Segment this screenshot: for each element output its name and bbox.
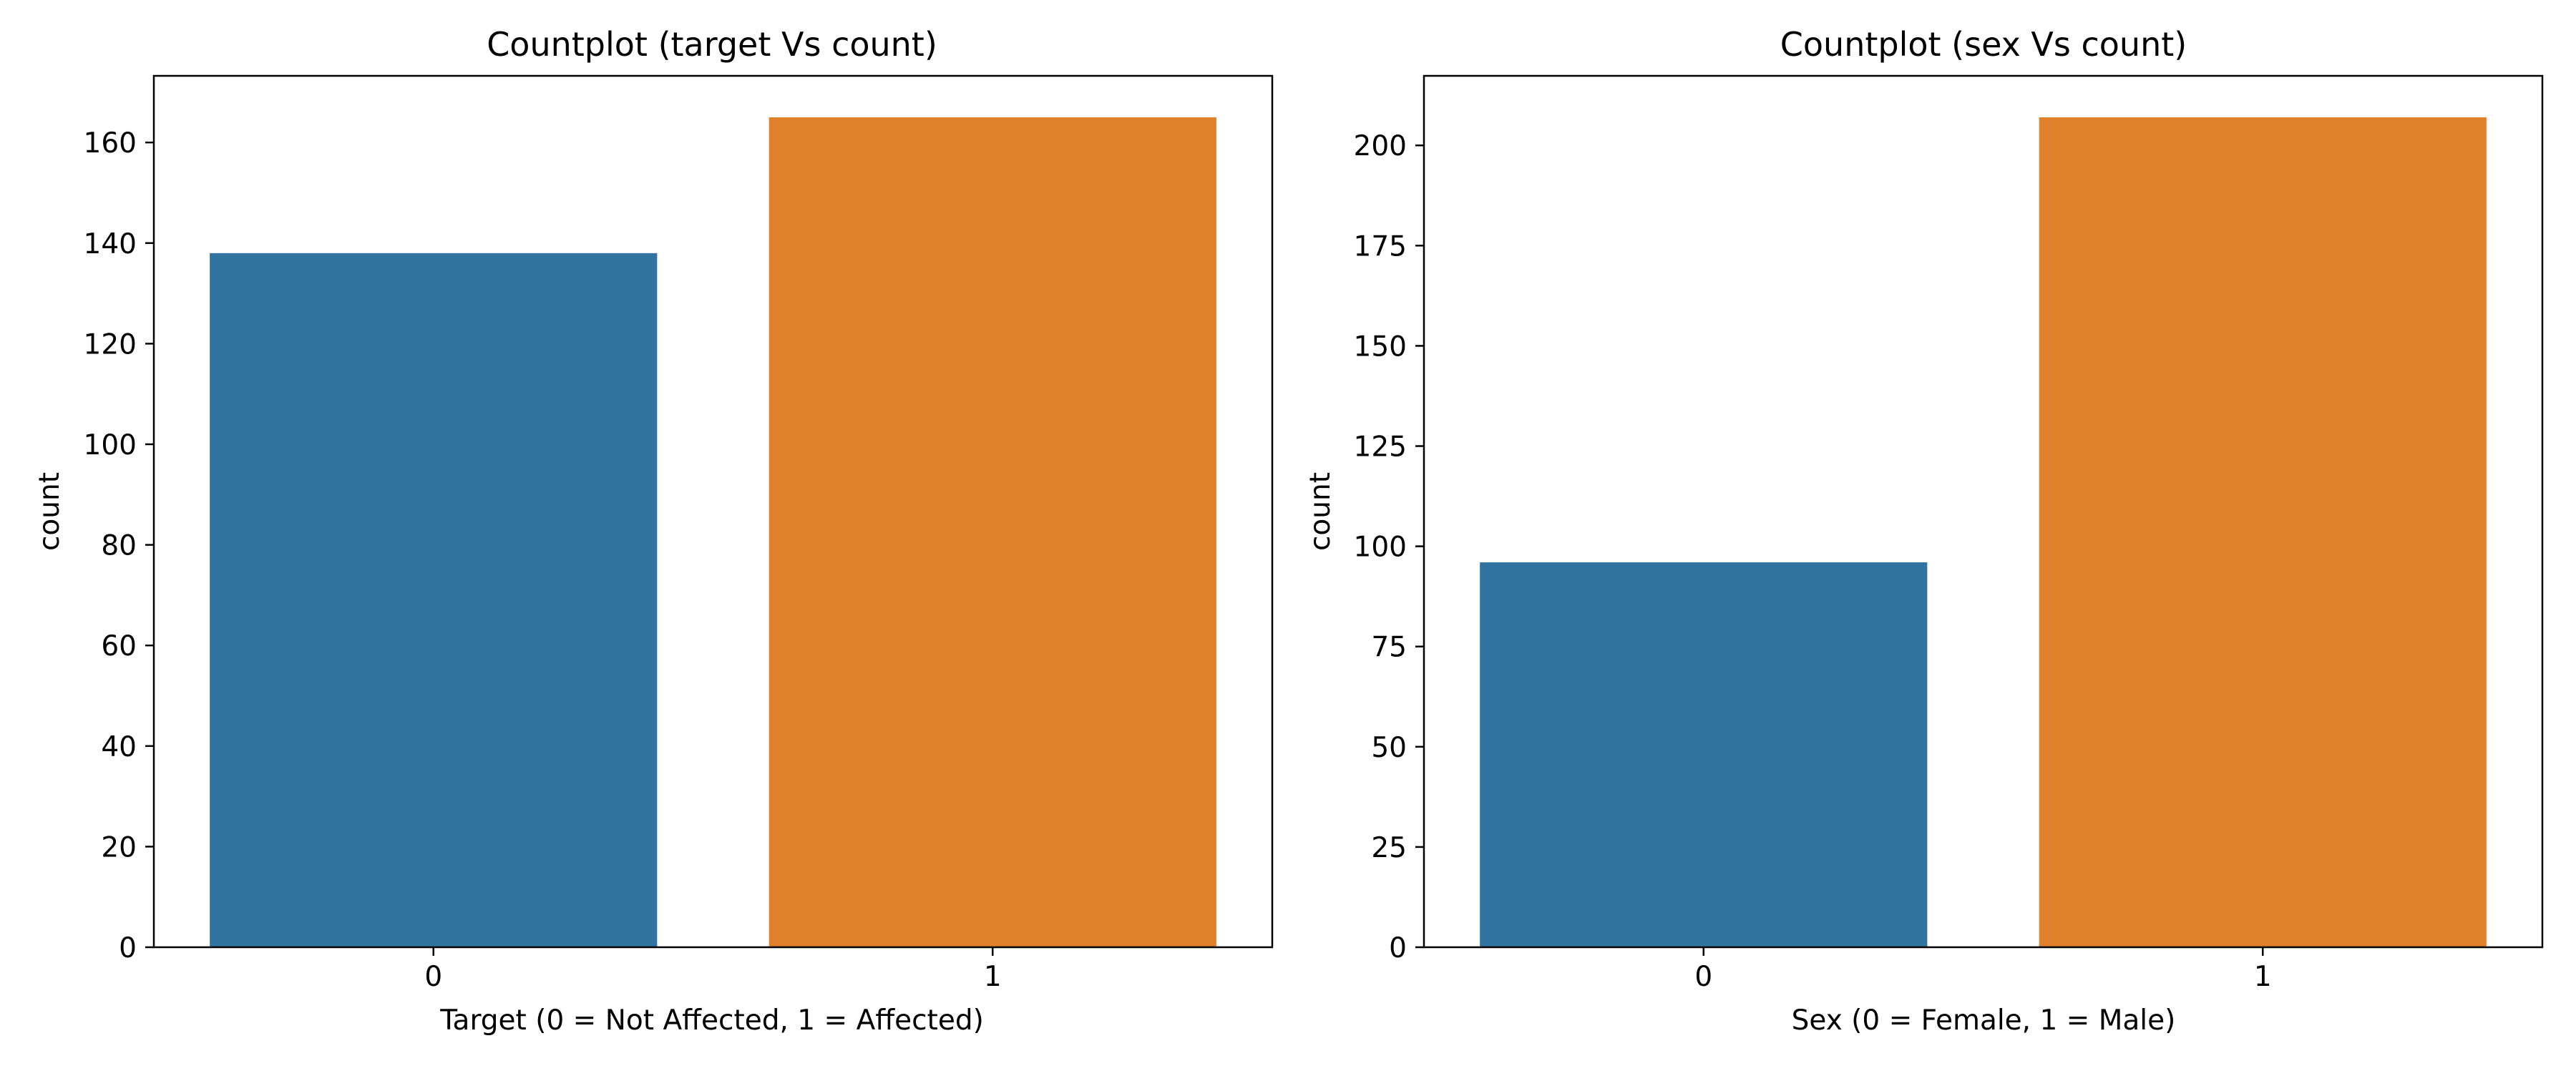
x-axis-label: Target (0 = Not Affected, 1 = Affected) [439, 1004, 984, 1037]
y-tick-label: 75 [1371, 632, 1407, 664]
x-tick-label: 0 [1694, 961, 1712, 993]
subplot-left: Countplot (target Vs count) 020406080100… [34, 25, 1274, 1037]
x-tick-label: 1 [984, 961, 1002, 993]
x-axis-label: Sex (0 = Female, 1 = Male) [1792, 1004, 2176, 1037]
y-tick-label: 0 [1389, 932, 1407, 964]
y-tick-label: 150 [1354, 331, 1407, 363]
bar-1 [769, 117, 1216, 947]
y-tick-label: 100 [84, 429, 137, 461]
subplot-right: Countplot (sex Vs count) 0 25 50 75 100 125 15… [1304, 25, 2544, 1037]
y-axis-ticks: 0 25 50 75 100 125 150 175 200 [1354, 130, 1424, 964]
y-tick-label: 80 [101, 530, 137, 562]
y-tick-label: 140 [84, 228, 137, 260]
y-tick-label: 200 [1354, 130, 1407, 162]
y-tick-label: 125 [1354, 431, 1407, 464]
y-axis-ticks: 0 20 40 60 80 100 120 140 160 [84, 127, 154, 964]
y-tick-label: 160 [84, 127, 137, 160]
y-axis-label: count [1304, 472, 1337, 551]
y-tick-label: 50 [1371, 732, 1407, 764]
y-tick-label: 120 [84, 328, 137, 361]
axes-frame [152, 74, 1274, 949]
axes-frame [1423, 74, 2544, 949]
y-tick-label: 25 [1371, 832, 1407, 864]
bar-group [210, 117, 1216, 947]
y-tick-label: 20 [101, 831, 137, 864]
y-tick-label: 60 [101, 630, 137, 662]
bar-group [1480, 117, 2487, 947]
x-tick-label: 1 [2254, 961, 2272, 993]
y-axis-label: count [34, 472, 66, 551]
y-tick-label: 100 [1354, 532, 1407, 564]
x-tick-label: 0 [424, 961, 442, 993]
bar-1 [2039, 117, 2487, 947]
chart-title: Countplot (target Vs count) [487, 25, 937, 64]
bar-0 [1480, 562, 1928, 947]
y-tick-label: 175 [1354, 230, 1407, 263]
chart-title: Countplot (sex Vs count) [1780, 25, 2187, 64]
bar-0 [210, 253, 658, 947]
y-tick-label: 40 [101, 731, 137, 763]
y-tick-label: 0 [119, 932, 137, 964]
